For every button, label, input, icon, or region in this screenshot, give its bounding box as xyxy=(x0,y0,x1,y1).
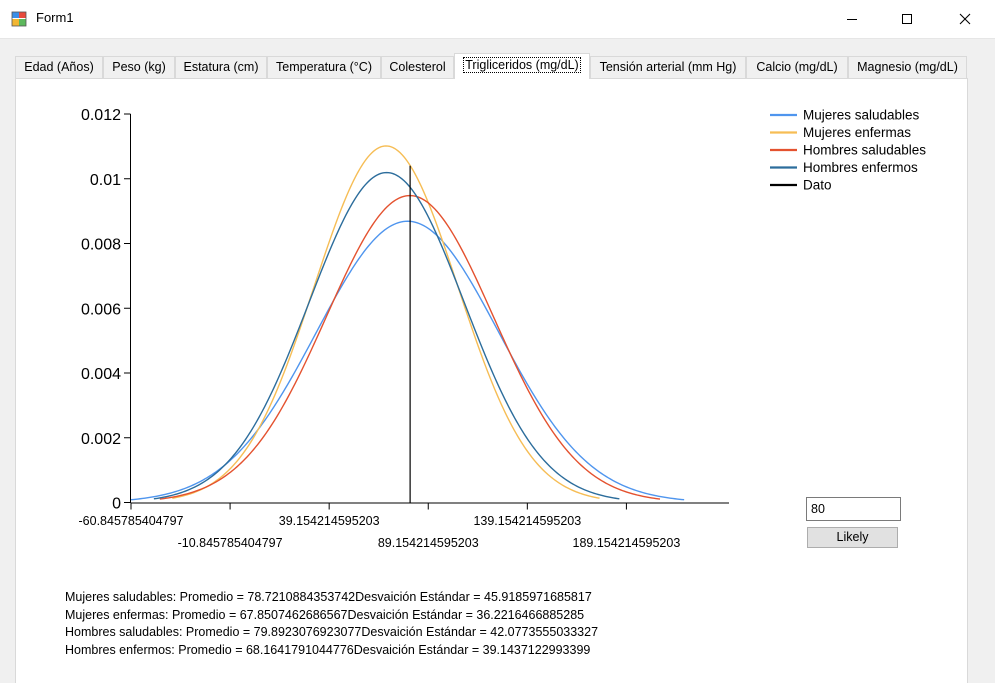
close-button[interactable] xyxy=(942,0,988,38)
x-tick-label: 139.154214595203 xyxy=(473,514,581,528)
x-tick-label: 39.154214595203 xyxy=(279,514,380,528)
maximize-button[interactable] xyxy=(884,0,930,38)
x-tick-label: 89.154214595203 xyxy=(378,536,479,550)
legend-label: Hombres saludables xyxy=(803,143,926,158)
series-line-1 xyxy=(172,145,600,499)
legend-label: Hombres enfermos xyxy=(803,160,918,175)
y-tick-label: 0.006 xyxy=(81,301,121,318)
tab-peso[interactable]: Peso (kg) xyxy=(103,56,175,78)
close-icon xyxy=(959,13,971,25)
x-tick-label: 189.154214595203 xyxy=(573,536,681,550)
app-icon xyxy=(11,11,27,27)
tab-trigliceridos[interactable]: Trigliceridos (mg/dL) xyxy=(454,53,590,79)
stat-line-mujeres-enfermas: Mujeres enfermas: Promedio = 67.85074626… xyxy=(65,607,585,622)
chart-axes: 0 0.002 0.004 0.006 0.008 0.01 0.012 -60.845785… xyxy=(79,107,729,550)
title-bar: Form1 xyxy=(0,0,995,39)
window-title: Form1 xyxy=(36,10,74,25)
tab-tension-arterial[interactable]: Tensión arterial (mm Hg) xyxy=(590,56,746,78)
tab-temperatura[interactable]: Temperatura (°C) xyxy=(267,56,381,78)
y-tick-label: 0.008 xyxy=(81,237,121,254)
x-tick-label: -60.845785404797 xyxy=(79,514,184,528)
tab-label: Trigliceridos (mg/dL) xyxy=(463,57,581,73)
tab-estatura[interactable]: Estatura (cm) xyxy=(175,56,267,78)
minimize-icon xyxy=(847,19,857,20)
tab-label: Calcio (mg/dL) xyxy=(756,60,838,74)
tab-label: Temperatura (°C) xyxy=(276,60,372,74)
tab-label: Tensión arterial (mm Hg) xyxy=(599,60,737,74)
stat-line-mujeres-saludables: Mujeres saludables: Promedio = 78.721088… xyxy=(65,590,592,604)
y-tick-label: 0 xyxy=(112,496,121,513)
value-input[interactable] xyxy=(806,497,901,521)
tab-calcio[interactable]: Calcio (mg/dL) xyxy=(746,56,848,78)
chart-curves xyxy=(130,145,685,503)
likely-button[interactable]: Likely xyxy=(807,527,898,548)
maximize-icon xyxy=(902,14,912,24)
tab-edad[interactable]: Edad (Años) xyxy=(15,56,103,78)
tab-label: Magnesio (mg/dL) xyxy=(857,60,958,74)
y-tick-label: 0.01 xyxy=(90,172,121,189)
chart-legend: Mujeres saludables Mujeres enfermas Hombre… xyxy=(770,108,926,193)
legend-label: Mujeres enfermas xyxy=(803,125,911,140)
series-line-3 xyxy=(153,171,620,500)
legend-label: Dato xyxy=(803,178,832,193)
series-line-0 xyxy=(130,220,685,501)
tab-magnesio[interactable]: Magnesio (mg/dL) xyxy=(848,56,967,78)
x-tick-label: -10.845785404797 xyxy=(178,536,283,550)
tab-label: Estatura (cm) xyxy=(183,60,259,74)
minimize-button[interactable] xyxy=(829,0,875,38)
tab-colesterol[interactable]: Colesterol xyxy=(381,56,454,78)
tab-label: Peso (kg) xyxy=(112,60,166,74)
legend-label: Mujeres saludables xyxy=(803,108,920,123)
y-tick-label: 0.004 xyxy=(81,366,121,383)
y-tick-label: 0.002 xyxy=(81,431,121,448)
tab-label: Edad (Años) xyxy=(24,60,94,74)
tab-label: Colesterol xyxy=(389,60,446,74)
stats-block: Mujeres saludables: Promedio = 78.721088… xyxy=(65,589,598,659)
stat-line-hombres-enfermos: Hombres enfermos: Promedio = 68.16417910… xyxy=(65,642,591,657)
stat-line-hombres-saludables: Hombres saludables: Promedio = 79.892307… xyxy=(65,625,599,639)
y-tick-label: 0.012 xyxy=(81,107,121,124)
